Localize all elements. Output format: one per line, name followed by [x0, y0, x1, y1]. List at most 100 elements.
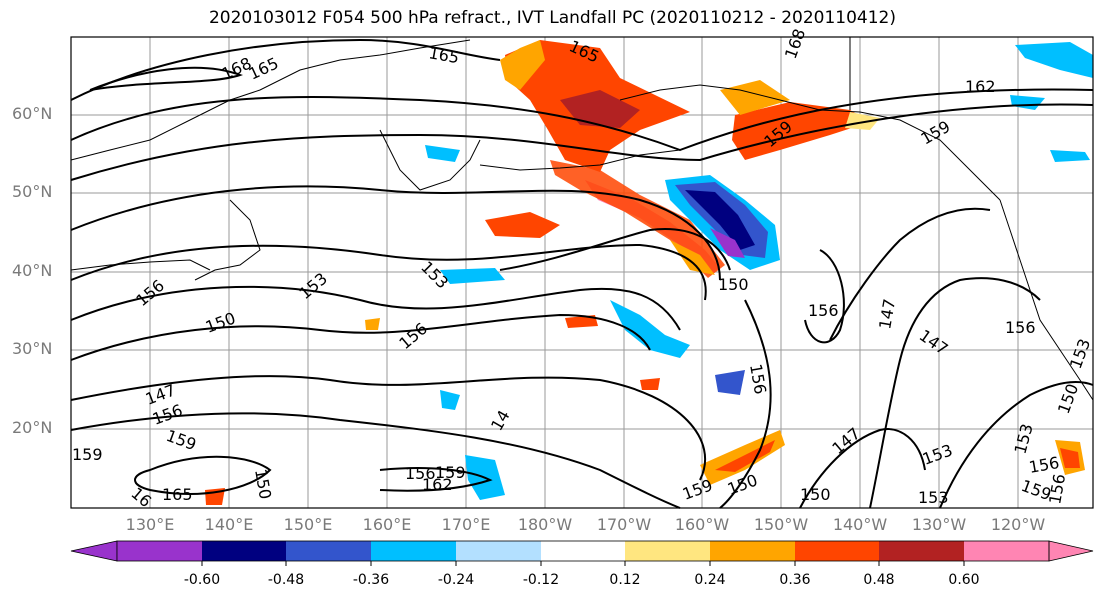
contour-label: 150: [800, 485, 831, 504]
lon-label: 180°W: [517, 515, 573, 534]
shade-blue-curve: [610, 300, 690, 358]
lon-label: 170°E: [441, 515, 491, 534]
shade-blue-canada: [1050, 150, 1090, 162]
contour-g: [70, 285, 681, 331]
contour-n: [829, 207, 991, 341]
colorbar-bin: [117, 541, 202, 561]
lat-label: 60°N: [12, 104, 53, 123]
colorbar-bin: [625, 541, 710, 561]
coast-na-west: [999, 199, 1094, 401]
shade-orange-mid: [565, 315, 598, 328]
contour-f: [70, 243, 707, 301]
map-frame: [70, 36, 1094, 509]
colorbar-tick-label: -0.60: [183, 572, 221, 588]
contour-label: 156: [1005, 318, 1036, 337]
coast-kamchatka: [379, 129, 481, 191]
shade-streak-orange: [485, 212, 560, 238]
shade-gulf-light: [845, 112, 880, 130]
contour-d: [70, 103, 1094, 181]
lon-label: 150°W: [753, 515, 809, 534]
lon-label: 140°E: [204, 515, 254, 534]
colorbar-ticks: [201, 561, 965, 566]
colorbar-bin: [710, 541, 795, 561]
lat-label: 30°N: [12, 339, 53, 358]
lon-label: 160°W: [674, 515, 730, 534]
shade-blue-hawaii: [715, 370, 745, 395]
shade-blue-mid-pac: [440, 268, 505, 284]
shade-blue-aleut: [425, 145, 460, 162]
lat-label: 50°N: [12, 182, 53, 201]
geopotential-contours: [70, 38, 1094, 509]
contour-label: 150: [718, 275, 749, 294]
contour-label: 159: [435, 463, 466, 482]
colorbar-tick-label: -0.48: [267, 572, 305, 588]
colorbar-bin: [964, 541, 1049, 561]
lon-label: 130°E: [125, 515, 175, 534]
contour-m: [719, 299, 772, 509]
colorbar-tick-label: 0.36: [779, 572, 811, 588]
colorbar-outline: [116, 540, 1050, 562]
colorbar-bin: [541, 541, 625, 561]
colorbar: [70, 540, 1094, 566]
contour-p: [939, 381, 1094, 509]
shade-red-se: [1060, 448, 1080, 468]
contour-h: [70, 313, 651, 361]
lon-label: 150°E: [283, 515, 333, 534]
colorbar-arrow-left: [70, 540, 118, 562]
colorbar-bin: [795, 541, 879, 561]
lon-label: 160°E: [362, 515, 412, 534]
coast-siberia: [70, 39, 471, 161]
colorbar-bin: [202, 541, 286, 561]
coastlines: [70, 37, 1094, 401]
shade-bering-orange: [500, 40, 545, 90]
coast-japan: [194, 199, 261, 281]
shade-gulf-orange: [720, 80, 790, 115]
colorbar-tick-label: -0.12: [522, 572, 560, 588]
lat-label: 40°N: [12, 261, 53, 280]
colorbar-tick-label: -0.36: [352, 572, 390, 588]
shade-bering-dark: [560, 90, 640, 128]
lat-label: 20°N: [12, 418, 53, 437]
shade-blue-sw: [440, 390, 460, 410]
colorbar-bin: [371, 541, 456, 561]
refractivity-shading: [205, 40, 1093, 505]
contour-q: [799, 428, 926, 509]
plot-title: 2020103012 F054 500 hPa refract., IVT La…: [208, 8, 896, 28]
contour-label: 156: [405, 464, 436, 483]
contour-l: [379, 467, 493, 492]
contour-k: [134, 455, 272, 495]
colorbar-bin: [456, 541, 541, 561]
contour-label: 153: [918, 488, 949, 507]
shade-purple: [710, 228, 745, 258]
colorbar-tick-label: 0.12: [609, 572, 641, 588]
contour-j: [70, 412, 681, 509]
colorbar-tick-label: 0.24: [694, 572, 726, 588]
colorbar-tick-label: -0.24: [437, 572, 475, 588]
shade-blue-north: [1015, 42, 1093, 78]
colorbar-bin: [879, 541, 964, 561]
contour-r: [499, 228, 731, 271]
shade-navy: [685, 190, 755, 250]
colorbar-tick-label: 0.48: [863, 572, 895, 588]
lon-label: 130°W: [911, 515, 967, 534]
coast-aleutians: [479, 149, 681, 171]
contour-label: 165: [162, 485, 193, 504]
contour-label: 159: [72, 445, 103, 464]
contour-label: 156: [808, 301, 839, 320]
contour-c: [70, 88, 1094, 152]
contour-b: [89, 66, 244, 91]
shade-orange-mid2: [640, 378, 660, 390]
lon-label: 170°W: [596, 515, 652, 534]
contour-a: [70, 38, 501, 101]
shade-streak-light: [670, 240, 715, 275]
lon-label: 120°W: [990, 515, 1046, 534]
shade-gulf-red: [732, 102, 870, 160]
contour-label: 162: [422, 475, 453, 494]
lon-label: 140°W: [832, 515, 888, 534]
colorbar-bin: [286, 541, 371, 561]
colorbar-arrow-right: [1048, 540, 1094, 562]
contour-o: [869, 277, 1041, 509]
contour-e: [70, 185, 721, 281]
contour-label: 162: [965, 77, 996, 96]
